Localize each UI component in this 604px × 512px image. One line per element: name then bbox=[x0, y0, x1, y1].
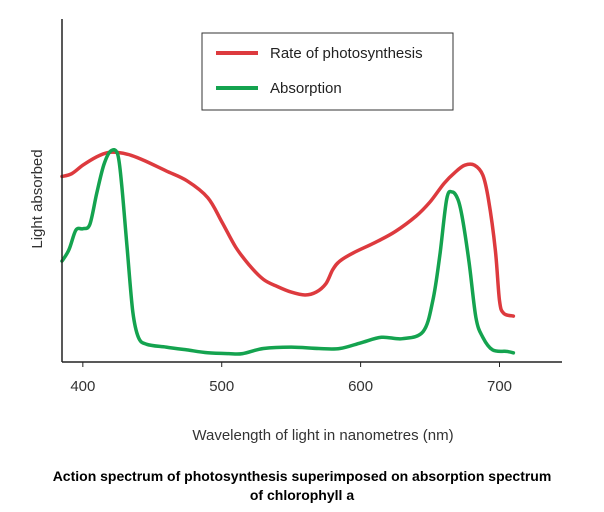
caption-line-2: of chlorophyll a bbox=[249, 487, 355, 503]
x-tick-label-500: 500 bbox=[209, 378, 234, 395]
x-tick-label-400: 400 bbox=[70, 378, 95, 395]
legend-label-absorption: Absorption bbox=[270, 80, 342, 97]
x-axis-ticks: 400 500 600 700 bbox=[70, 362, 512, 395]
x-axis-label: Wavelength of light in nanometres (nm) bbox=[192, 427, 453, 444]
legend-label-rate-of-photosynthesis: Rate of photosynthesis bbox=[270, 45, 423, 62]
series-line-absorption bbox=[60, 147, 516, 356]
caption-line-1: Action spectrum of photosynthesis superi… bbox=[52, 468, 552, 484]
series-line-rate-of-photosynthesis bbox=[60, 150, 516, 318]
x-tick-label-700: 700 bbox=[487, 378, 512, 395]
legend: Rate of photosynthesis Absorption bbox=[201, 32, 454, 111]
x-tick-label-600: 600 bbox=[348, 378, 373, 395]
figure-caption: Action spectrum of photosynthesis superi… bbox=[0, 467, 604, 505]
legend-box bbox=[201, 32, 454, 111]
y-axis-label: Light absorbed bbox=[29, 149, 46, 248]
plot-area bbox=[60, 147, 516, 356]
